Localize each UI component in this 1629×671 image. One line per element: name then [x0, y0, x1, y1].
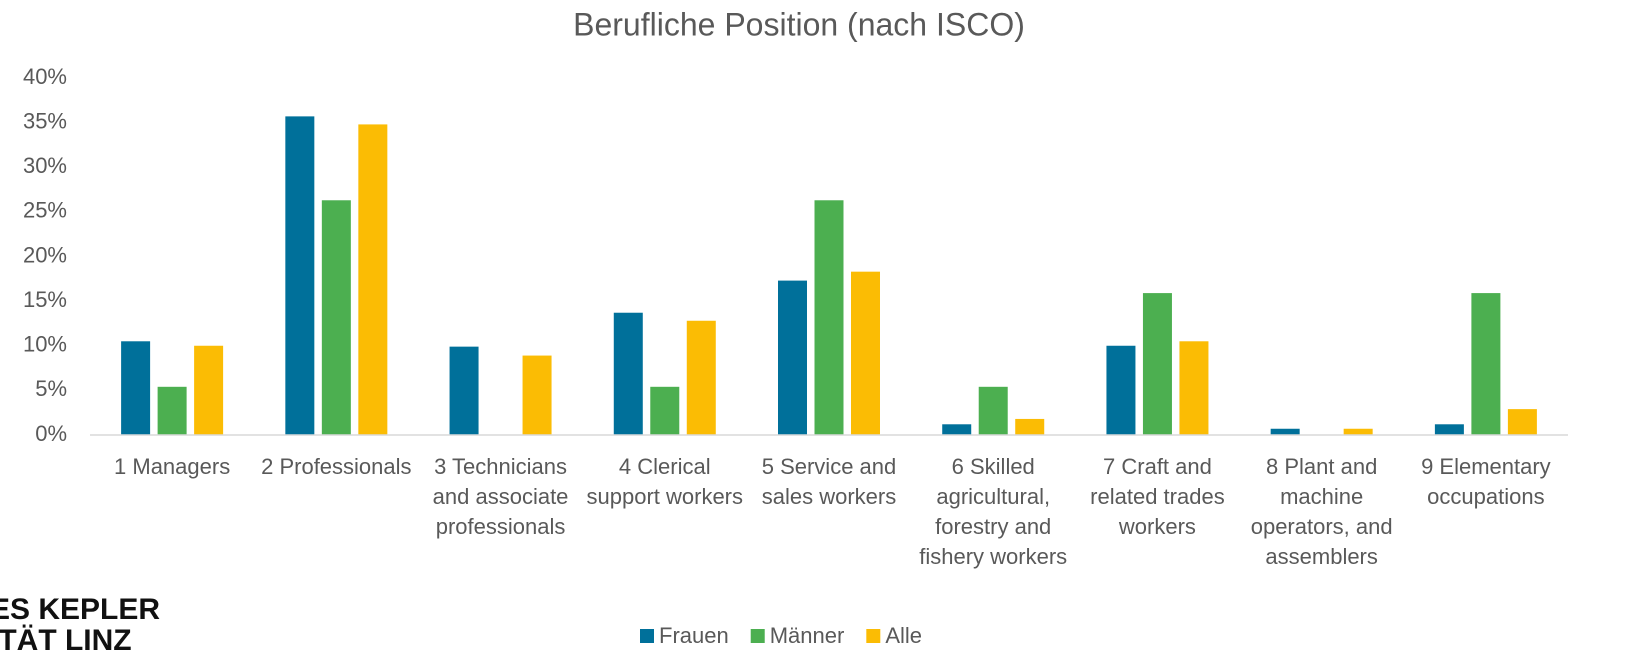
- bar: [321, 200, 351, 435]
- bar: [814, 200, 844, 435]
- bar: [1270, 428, 1300, 435]
- bar: [1142, 293, 1172, 435]
- x-tick-label: 1 Managers: [114, 454, 231, 479]
- bar: [285, 116, 315, 435]
- bar: [1179, 341, 1209, 435]
- logo-line: ES KEPLER: [0, 593, 160, 626]
- bar: [522, 355, 552, 435]
- bar: [358, 124, 388, 435]
- bar: [1507, 409, 1537, 435]
- bar: [1471, 293, 1501, 435]
- y-tick-label: 0%: [35, 421, 67, 446]
- bar: [449, 346, 479, 435]
- bar: [1015, 418, 1045, 435]
- bar: [650, 386, 680, 435]
- bar: [157, 386, 187, 435]
- bar: [1106, 345, 1136, 435]
- bar: [978, 386, 1008, 435]
- x-tick-label: 9 Elementary occupations: [1421, 454, 1551, 509]
- bar: [613, 312, 643, 435]
- legend-swatch: [640, 629, 654, 643]
- y-tick-label: 35%: [23, 108, 67, 133]
- bar: [778, 280, 807, 435]
- y-tick-label: 10%: [23, 332, 67, 357]
- x-tick-label: 6 Skilled agricultural, forestry and fis…: [919, 454, 1068, 569]
- y-tick-label: 15%: [23, 287, 67, 312]
- x-tick-label: 8 Plant and machine operators, and assem…: [1250, 454, 1393, 569]
- x-tick-label: 3 Technicians and associate professional…: [432, 454, 569, 539]
- bar: [121, 341, 151, 435]
- y-tick-label: 40%: [23, 64, 67, 89]
- bar: [851, 271, 880, 435]
- legend-swatch: [750, 629, 765, 643]
- legend-label: Männer: [770, 623, 845, 648]
- bar: [1434, 424, 1464, 435]
- logo-line: ITÄT LINZ: [0, 624, 132, 657]
- bar: [686, 320, 716, 435]
- x-tick-label: 4 Clerical support workers: [586, 454, 744, 509]
- bar: [194, 345, 224, 435]
- y-tick-label: 30%: [23, 153, 67, 178]
- x-tick-label: 7 Craft and related trades workers: [1090, 454, 1225, 539]
- chart-title: Berufliche Position (nach ISCO): [573, 6, 1025, 42]
- bar: [942, 424, 972, 435]
- x-tick-label: 5 Service and sales workers: [761, 454, 897, 509]
- legend-label: Frauen: [659, 623, 729, 648]
- x-tick-label: 2 Professionals: [261, 454, 412, 479]
- y-tick-label: 5%: [35, 376, 67, 401]
- y-tick-label: 25%: [23, 198, 67, 223]
- legend-label: Alle: [885, 623, 922, 648]
- legend-swatch: [866, 629, 881, 643]
- y-tick-label: 20%: [23, 242, 67, 267]
- bar: [1343, 428, 1373, 435]
